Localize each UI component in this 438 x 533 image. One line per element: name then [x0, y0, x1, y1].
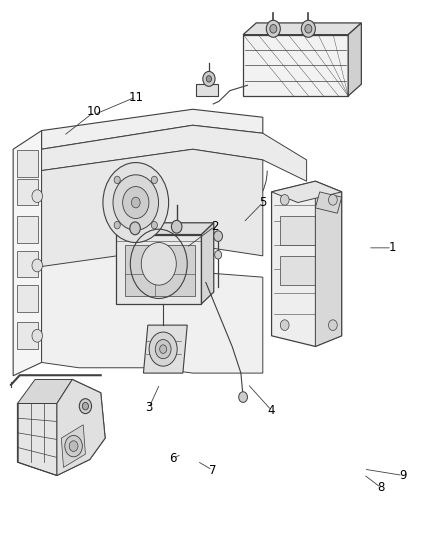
Polygon shape — [116, 223, 214, 235]
Polygon shape — [125, 245, 195, 296]
Polygon shape — [243, 35, 348, 96]
Circle shape — [280, 320, 289, 330]
Polygon shape — [42, 149, 263, 266]
Text: 11: 11 — [128, 91, 143, 103]
Polygon shape — [116, 235, 201, 304]
Circle shape — [328, 320, 337, 330]
Circle shape — [266, 20, 280, 37]
Circle shape — [214, 231, 223, 241]
Polygon shape — [196, 84, 218, 96]
Circle shape — [280, 195, 289, 205]
Bar — [17, 322, 38, 349]
Circle shape — [206, 76, 212, 82]
Text: 4: 4 — [268, 404, 276, 417]
Polygon shape — [57, 379, 105, 475]
Bar — [17, 216, 38, 243]
Polygon shape — [315, 192, 342, 213]
Circle shape — [130, 222, 140, 235]
Circle shape — [69, 441, 78, 451]
Polygon shape — [315, 181, 342, 346]
Text: 2: 2 — [211, 220, 219, 233]
Circle shape — [328, 195, 337, 205]
Polygon shape — [13, 131, 42, 376]
Text: 7: 7 — [208, 464, 216, 477]
Circle shape — [114, 176, 120, 184]
Bar — [17, 150, 38, 177]
Text: 3: 3 — [145, 401, 152, 414]
Polygon shape — [42, 125, 307, 181]
Polygon shape — [201, 223, 214, 304]
Circle shape — [270, 25, 277, 33]
Text: 1: 1 — [388, 241, 396, 254]
Polygon shape — [42, 251, 263, 373]
Circle shape — [32, 190, 42, 203]
Polygon shape — [61, 425, 85, 467]
Polygon shape — [144, 325, 187, 373]
Circle shape — [131, 197, 140, 208]
Circle shape — [113, 175, 159, 230]
Bar — [17, 285, 38, 312]
Bar — [17, 179, 38, 205]
Polygon shape — [18, 403, 57, 475]
Circle shape — [114, 221, 120, 229]
Polygon shape — [18, 379, 105, 475]
Circle shape — [65, 435, 82, 457]
Circle shape — [82, 402, 88, 410]
Circle shape — [155, 340, 171, 359]
Circle shape — [103, 163, 169, 243]
Text: 8: 8 — [378, 481, 385, 494]
Circle shape — [171, 220, 182, 233]
Circle shape — [32, 259, 42, 272]
Bar — [280, 256, 333, 285]
Text: 6: 6 — [169, 452, 177, 465]
Circle shape — [151, 176, 157, 184]
Text: 9: 9 — [399, 469, 407, 482]
Circle shape — [141, 243, 177, 285]
Circle shape — [239, 392, 247, 402]
Circle shape — [160, 345, 166, 353]
Bar — [280, 216, 333, 245]
Circle shape — [79, 399, 92, 414]
Circle shape — [32, 329, 42, 342]
Circle shape — [215, 251, 222, 259]
Circle shape — [149, 332, 177, 366]
Circle shape — [305, 25, 312, 33]
Circle shape — [151, 221, 157, 229]
Polygon shape — [272, 181, 342, 203]
Polygon shape — [272, 181, 342, 346]
Circle shape — [203, 71, 215, 86]
Text: 5: 5 — [259, 196, 266, 209]
Polygon shape — [243, 23, 361, 35]
Polygon shape — [18, 379, 72, 403]
Polygon shape — [42, 109, 263, 149]
Circle shape — [123, 187, 149, 219]
Circle shape — [301, 20, 315, 37]
Polygon shape — [348, 23, 361, 96]
Bar — [17, 251, 38, 277]
Text: 10: 10 — [87, 106, 102, 118]
